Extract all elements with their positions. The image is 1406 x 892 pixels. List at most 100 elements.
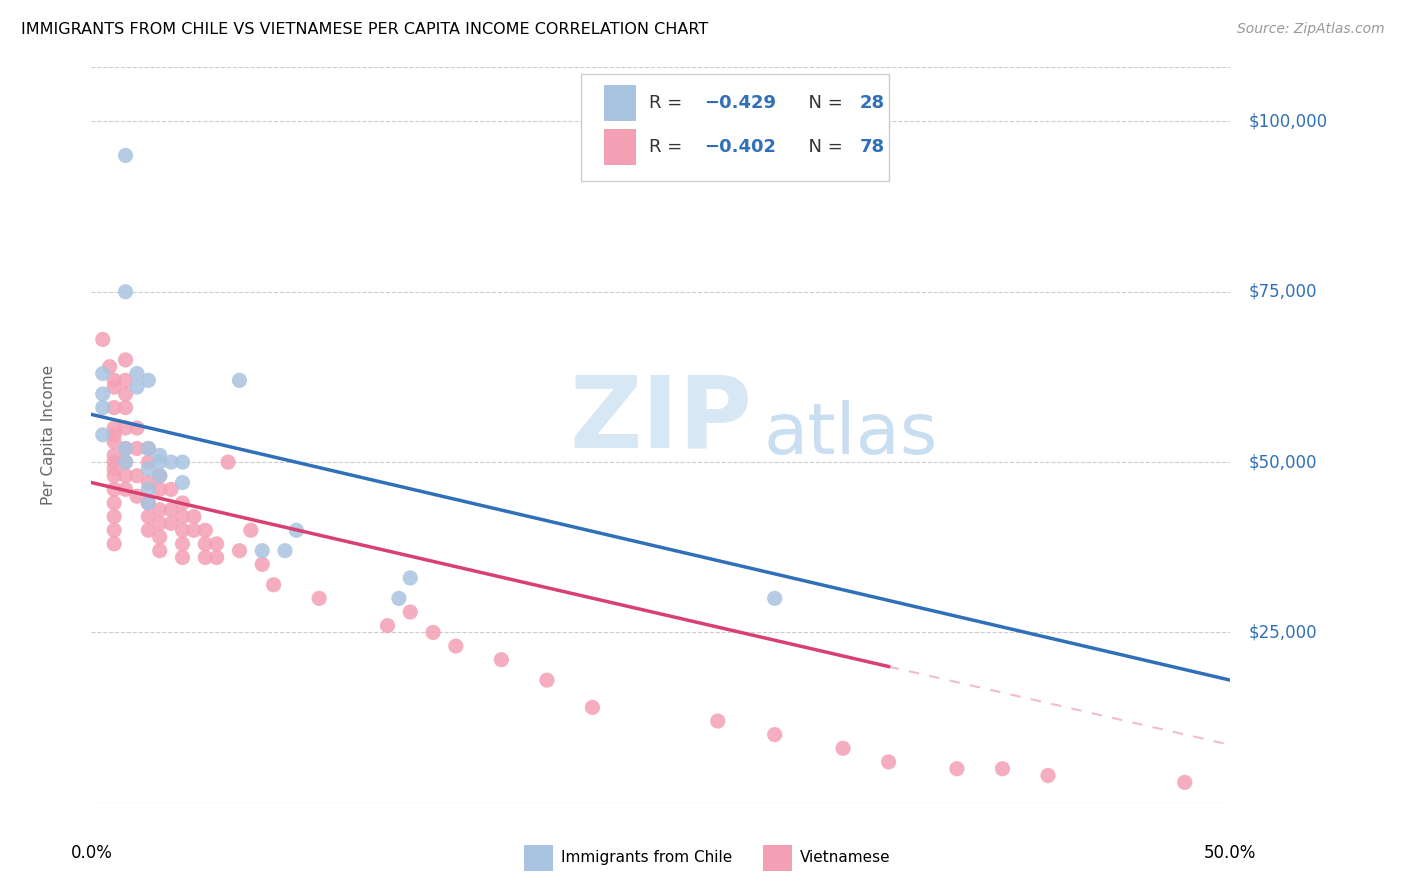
- Point: [149, 483, 172, 497]
- Point: [138, 523, 160, 537]
- Point: [205, 550, 228, 565]
- Point: [228, 373, 250, 387]
- Point: [172, 550, 194, 565]
- Point: [114, 483, 136, 497]
- Text: atlas: atlas: [763, 401, 938, 469]
- Text: Source: ZipAtlas.com: Source: ZipAtlas.com: [1237, 22, 1385, 37]
- Point: [91, 401, 114, 415]
- Point: [1036, 768, 1059, 782]
- Point: [172, 509, 194, 524]
- Point: [172, 523, 194, 537]
- Point: [91, 387, 114, 401]
- Point: [138, 483, 160, 497]
- Text: R =: R =: [650, 94, 689, 112]
- FancyBboxPatch shape: [763, 846, 792, 871]
- Point: [125, 421, 148, 435]
- Point: [377, 618, 399, 632]
- Point: [444, 639, 467, 653]
- Point: [194, 537, 217, 551]
- FancyBboxPatch shape: [605, 129, 636, 165]
- Point: [125, 367, 148, 381]
- Point: [149, 468, 172, 483]
- Point: [114, 442, 136, 456]
- Point: [103, 421, 125, 435]
- Point: [149, 503, 172, 517]
- Point: [399, 571, 422, 585]
- Point: [250, 543, 273, 558]
- Point: [91, 333, 114, 347]
- Point: [991, 762, 1014, 776]
- Point: [103, 509, 125, 524]
- Point: [491, 653, 513, 667]
- Point: [138, 509, 160, 524]
- Point: [114, 373, 136, 387]
- Point: [114, 285, 136, 299]
- Point: [172, 475, 194, 490]
- Point: [263, 578, 285, 592]
- Point: [103, 483, 125, 497]
- Point: [103, 434, 125, 449]
- Point: [160, 516, 183, 531]
- Point: [138, 373, 160, 387]
- Point: [160, 455, 183, 469]
- Point: [138, 475, 160, 490]
- Point: [103, 427, 125, 442]
- Text: −0.402: −0.402: [704, 138, 776, 156]
- Point: [103, 401, 125, 415]
- Text: Vietnamese: Vietnamese: [800, 850, 890, 865]
- Point: [160, 503, 183, 517]
- Point: [125, 489, 148, 503]
- Text: 78: 78: [860, 138, 886, 156]
- Point: [138, 442, 160, 456]
- Point: [114, 352, 136, 367]
- Point: [172, 455, 194, 469]
- Text: R =: R =: [650, 138, 689, 156]
- Point: [125, 442, 148, 456]
- Point: [399, 605, 422, 619]
- Point: [103, 380, 125, 394]
- Point: [103, 496, 125, 510]
- Point: [98, 359, 121, 374]
- Point: [308, 591, 330, 606]
- Point: [1174, 775, 1197, 789]
- Point: [581, 700, 603, 714]
- Point: [125, 468, 148, 483]
- Point: [877, 755, 900, 769]
- Point: [183, 523, 205, 537]
- Point: [103, 448, 125, 462]
- Point: [285, 523, 308, 537]
- FancyBboxPatch shape: [581, 74, 889, 181]
- Point: [114, 401, 136, 415]
- Point: [114, 442, 136, 456]
- Text: 0.0%: 0.0%: [70, 844, 112, 862]
- Text: $75,000: $75,000: [1249, 283, 1317, 301]
- Point: [194, 550, 217, 565]
- Point: [239, 523, 262, 537]
- Point: [138, 496, 160, 510]
- Point: [149, 455, 172, 469]
- Point: [160, 483, 183, 497]
- Point: [422, 625, 444, 640]
- Text: N =: N =: [797, 138, 849, 156]
- Point: [183, 509, 205, 524]
- Point: [138, 455, 160, 469]
- Text: ZIP: ZIP: [569, 372, 752, 468]
- Point: [149, 543, 172, 558]
- Point: [946, 762, 969, 776]
- Point: [149, 516, 172, 531]
- Point: [103, 373, 125, 387]
- Point: [114, 421, 136, 435]
- Point: [217, 455, 239, 469]
- FancyBboxPatch shape: [605, 86, 636, 120]
- Text: $100,000: $100,000: [1249, 112, 1327, 130]
- Text: 50.0%: 50.0%: [1204, 844, 1257, 862]
- Point: [114, 387, 136, 401]
- Text: $25,000: $25,000: [1249, 624, 1317, 641]
- Point: [103, 537, 125, 551]
- Point: [149, 448, 172, 462]
- Text: N =: N =: [797, 94, 849, 112]
- Text: −0.429: −0.429: [704, 94, 776, 112]
- Point: [194, 523, 217, 537]
- Point: [114, 455, 136, 469]
- Point: [103, 462, 125, 476]
